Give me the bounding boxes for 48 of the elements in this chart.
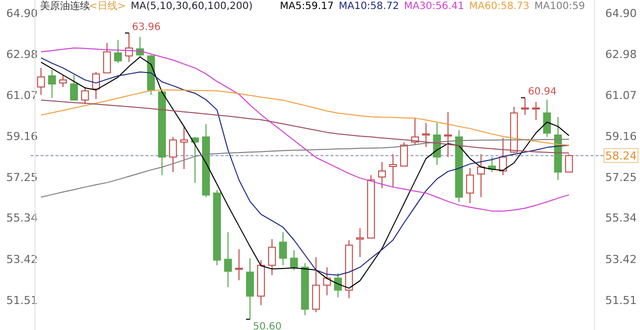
y2-tick-label: 55.34 (605, 212, 637, 225)
candlestick (224, 232, 232, 288)
candlestick (532, 102, 540, 120)
annotation: 63.96 (132, 22, 161, 33)
candlestick (356, 228, 364, 258)
y-tick-label: 64.90 (6, 6, 38, 20)
line-series (40, 48, 570, 212)
y2-tick-label: 57.25 (605, 170, 637, 184)
chart-title: 美原油连续 (40, 0, 90, 12)
candlestick (422, 122, 430, 148)
y2-tick-label: 53.42 (605, 252, 637, 266)
chart-subtitle: <日线> (89, 0, 126, 12)
candlestick (389, 154, 397, 188)
y2-tick-label: 59.16 (605, 130, 637, 143)
candlestick (246, 258, 254, 320)
candlestick (543, 99, 551, 138)
candlestick (521, 97, 529, 116)
y2-tick-label: 61.07 (605, 88, 637, 102)
candlestick (37, 67, 45, 96)
annotation: MA(5,10,30,60,100,200) (130, 1, 253, 12)
y-tick-label: 62.98 (6, 48, 38, 61)
candlestick (455, 130, 463, 203)
y2-tick-label: 62.98 (605, 48, 637, 61)
candlestick (125, 32, 133, 62)
candlestick (268, 238, 276, 276)
candlestick (345, 240, 353, 299)
y2-tick-label: 64.90 (605, 6, 637, 20)
text: MA60:58.73 (469, 1, 530, 12)
y-tick-label: 59.16 (6, 130, 38, 143)
candlestick (257, 260, 265, 306)
ref-line-label: 58.24 (605, 150, 637, 163)
y2-tick-label: 51.51 (605, 294, 637, 307)
text: MA30:56.41 (404, 1, 464, 12)
candlestick (180, 126, 188, 170)
candlestick (235, 248, 243, 281)
candlestick (444, 112, 452, 158)
candlestick (279, 232, 287, 266)
annotation: 50.60 (253, 321, 282, 330)
candlestick (466, 168, 474, 204)
text: MA100:59 (534, 1, 585, 12)
candlestick (378, 162, 386, 189)
candlestick (48, 69, 56, 98)
candlestick (554, 116, 562, 180)
text: MA10:58.72 (338, 1, 399, 12)
candlestick (323, 266, 331, 296)
candlestick (477, 154, 485, 198)
annotation: 60.94 (528, 86, 557, 98)
text: MA5:59.17 (280, 1, 334, 12)
